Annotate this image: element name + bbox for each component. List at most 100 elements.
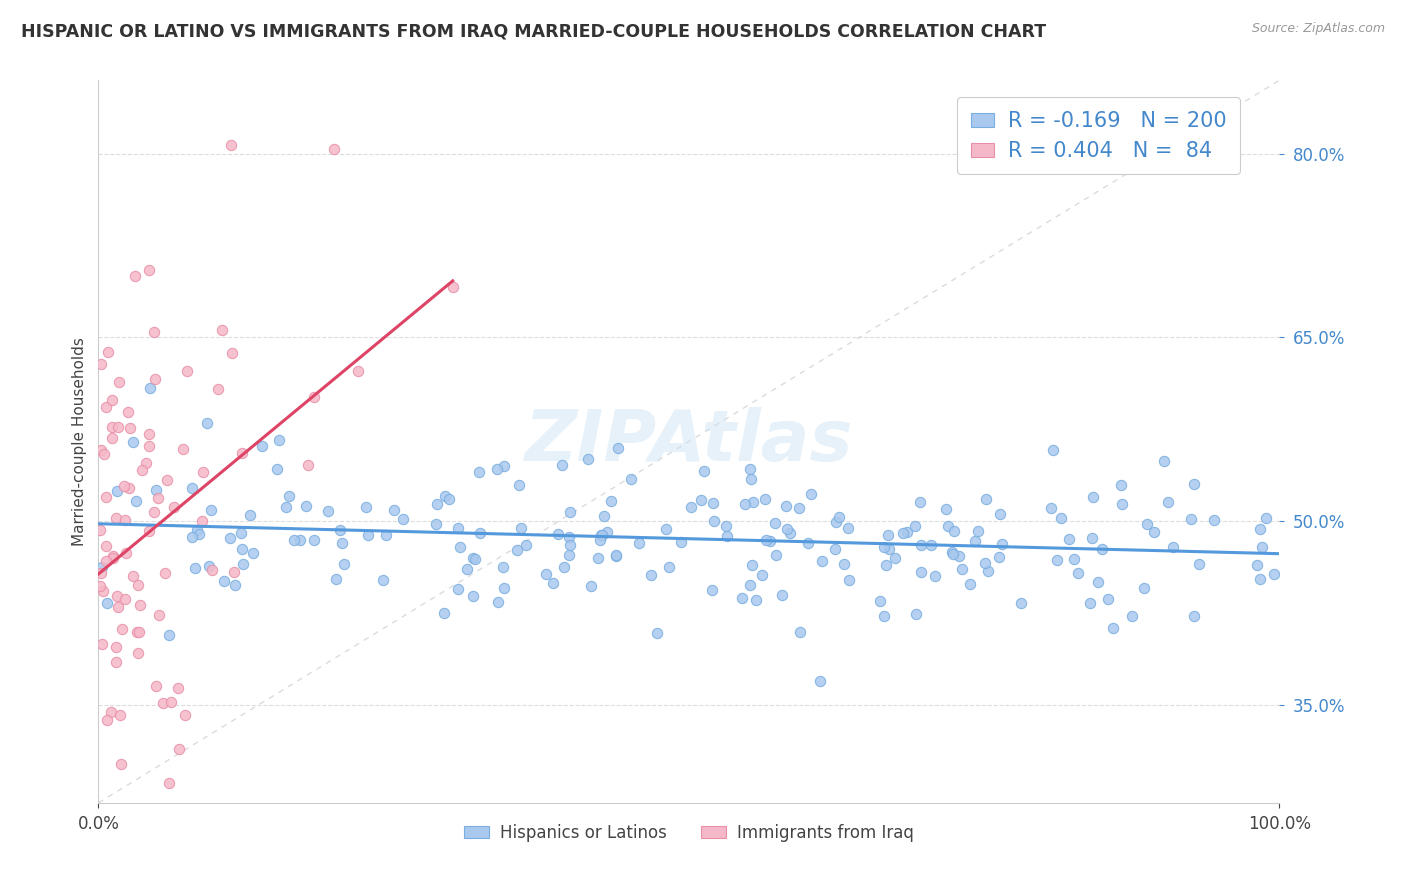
Point (759, 534, 782, 549)
Point (950, 562, 973, 576)
Point (224, 578, 246, 592)
Point (1156, 495, 1178, 509)
Point (588, 533, 610, 547)
Point (200, 503, 222, 517)
Point (658, 559, 681, 574)
Point (558, 505, 581, 519)
Point (1121, 608, 1143, 623)
Point (143, 372, 166, 386)
Point (515, 537, 537, 551)
Point (231, 541, 253, 556)
Point (446, 582, 468, 596)
Point (188, 852, 211, 866)
Point (269, 433, 291, 447)
Point (231, 445, 253, 459)
Point (97, 345, 120, 359)
Point (591, 528, 613, 542)
Point (557, 531, 579, 545)
Point (90, 637, 112, 651)
Point (1097, 592, 1119, 607)
Point (90, 566, 112, 581)
Point (96, 713, 118, 727)
Point (107, 600, 129, 615)
Point (110, 708, 132, 723)
Point (1066, 566, 1088, 581)
Point (959, 577, 981, 591)
Point (1188, 557, 1211, 571)
Point (789, 625, 811, 640)
Point (371, 573, 394, 587)
Point (1251, 540, 1274, 554)
Point (197, 559, 219, 574)
Point (118, 481, 141, 495)
Point (117, 405, 139, 419)
Point (297, 458, 319, 473)
Point (391, 512, 413, 526)
Point (908, 494, 931, 508)
Point (627, 536, 650, 550)
Point (824, 542, 846, 557)
Point (508, 478, 530, 492)
Point (219, 531, 242, 545)
Point (1161, 540, 1184, 554)
Point (167, 742, 190, 756)
Point (329, 524, 352, 538)
Point (1136, 517, 1159, 532)
Point (302, 390, 325, 404)
Point (811, 554, 834, 568)
Text: ZIPAtlas: ZIPAtlas (524, 407, 853, 476)
Point (485, 462, 508, 476)
Point (89, 579, 111, 593)
Point (347, 364, 370, 378)
Legend: Hispanics or Latinos, Immigrants from Iraq: Hispanics or Latinos, Immigrants from Ir… (457, 817, 921, 848)
Point (277, 489, 299, 503)
Point (110, 756, 132, 771)
Point (924, 569, 946, 583)
Point (89, 357, 111, 371)
Point (127, 624, 149, 639)
Point (948, 549, 970, 563)
Point (232, 557, 254, 571)
Point (1083, 490, 1105, 504)
Point (224, 565, 246, 579)
Point (607, 441, 630, 455)
Point (671, 535, 693, 549)
Point (107, 484, 129, 499)
Point (891, 526, 914, 541)
Point (605, 548, 627, 562)
Point (872, 540, 894, 554)
Point (434, 489, 457, 503)
Point (290, 533, 312, 547)
Point (1246, 558, 1268, 572)
Point (124, 269, 146, 284)
Point (738, 578, 761, 592)
Point (103, 865, 125, 880)
Point (800, 486, 823, 500)
Point (1182, 608, 1205, 623)
Point (127, 577, 149, 591)
Point (645, 626, 668, 640)
Point (1063, 552, 1085, 566)
Point (896, 525, 918, 540)
Point (276, 500, 298, 515)
Point (115, 546, 138, 560)
Point (838, 574, 860, 588)
Text: Source: ZipAtlas.com: Source: ZipAtlas.com (1251, 22, 1385, 36)
Point (212, 574, 235, 588)
Point (576, 451, 599, 466)
Point (655, 522, 678, 536)
Point (114, 513, 136, 527)
Point (837, 521, 859, 535)
Point (456, 562, 478, 576)
Point (111, 623, 134, 637)
Point (910, 538, 932, 552)
Point (486, 595, 509, 609)
Point (96, 554, 118, 568)
Point (1091, 541, 1114, 556)
Point (553, 560, 575, 574)
Point (449, 540, 471, 554)
Point (875, 558, 897, 573)
Point (1010, 596, 1032, 610)
Point (294, 500, 316, 514)
Point (100, 393, 122, 408)
